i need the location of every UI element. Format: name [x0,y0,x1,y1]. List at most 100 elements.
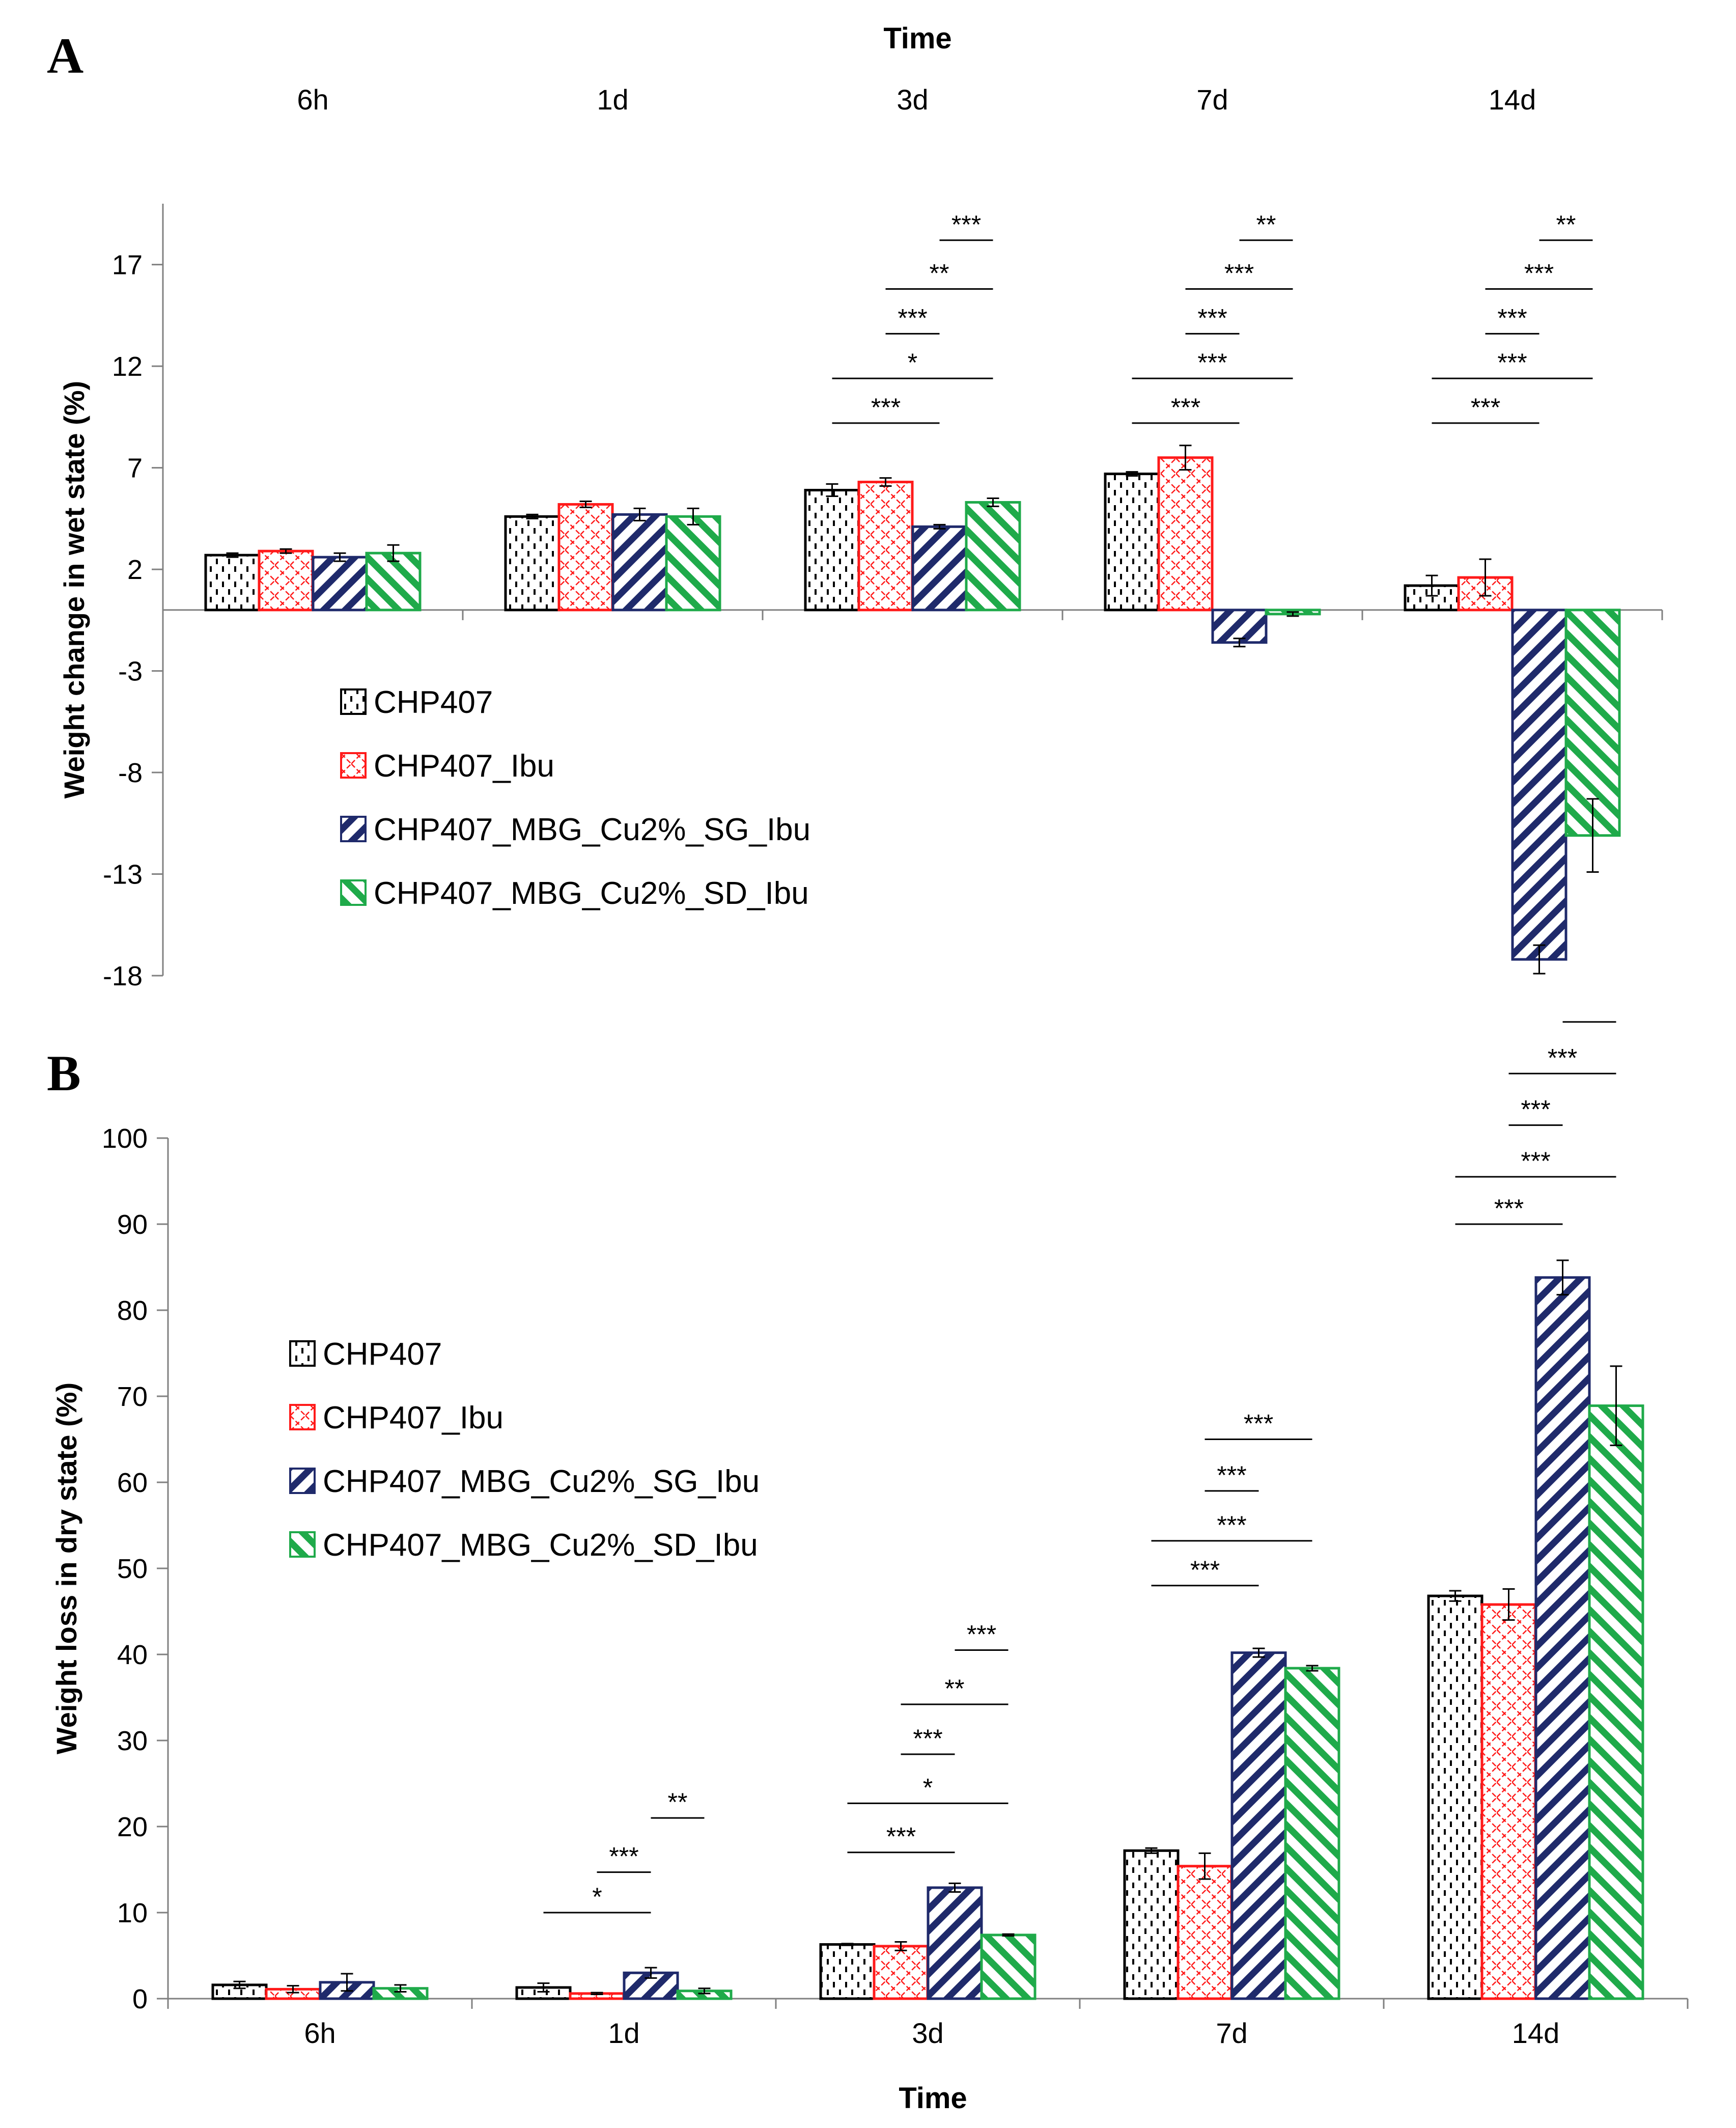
chart-b-error-bar [894,1941,907,1951]
chart-a-wet-state: 17 12 7 2 -3 -8 -13 -18 6h 1d 3d 7d 14d Time Weight ch… [58,22,1663,991]
chart-b-legend-label: CHP407_MBG_Cu2%_SG_Ibu [323,1464,760,1499]
chart-b-y-tick-label: 10 [117,1898,148,1928]
chart-a-bar [312,556,368,612]
chart-b-bar [819,1943,876,2000]
chart-a-significance-label: *** [1524,259,1554,288]
chart-b-legend-swatch [289,1404,316,1430]
chart-b-legend-label: CHP407_MBG_Cu2%_SD_Ibu [323,1528,758,1563]
chart-a-error-bar [826,483,838,497]
chart-a-category-label: 6h [297,84,328,116]
panel-a-letter: A [47,27,84,84]
chart-b-bar [873,1945,929,2000]
chart-b-bar [1284,1667,1340,2000]
chart-b-y-title: Weight loss in dry state (%) [50,1383,82,1754]
chart-b-y-tick-label: 50 [117,1554,148,1584]
chart-b-significance-label: *** [1521,1147,1550,1175]
chart-b-category-label: 14d [1512,2017,1559,2049]
chart-b-y-tick-label: 60 [117,1468,148,1498]
chart-b-significance-label: *** [1548,1043,1577,1072]
chart-b-significance-label: *** [1217,1511,1246,1539]
chart-b-legend-item: CHP407_Ibu [289,1400,503,1435]
chart-b-legend-item: CHP407_MBG_Cu2%_SG_Ibu [289,1464,760,1499]
chart-b-significance-label: *** [967,1620,996,1649]
chart-b-category-label: 1d [608,2017,639,2049]
chart-a-bar [557,503,614,612]
chart-b-error-bar [591,1992,603,1996]
chart-a-significance-label: *** [1471,393,1500,422]
chart-a-bar [204,554,261,612]
chart-b-significance-label: *** [1575,1018,1604,1020]
chart-a-error-bar [1286,611,1299,617]
chart-a-significance-label: *** [898,303,927,332]
chart-a-significance-label: ** [1256,210,1276,239]
chart-a-y-tick-label: -18 [103,961,143,991]
chart-a-error-bar [1179,445,1192,471]
chart-a-legend-label: CHP407_MBG_Cu2%_SG_Ibu [374,812,810,847]
chart-a-legend-swatch [340,879,367,906]
chart-b-error-bar [1002,1933,1015,1937]
chart-b-error-bar [394,1984,407,1993]
chart-a-bar [258,549,314,612]
chart-b-error-bar [1306,1665,1319,1672]
chart-b-y-tick-label: 70 [117,1381,148,1412]
chart-a-legend-item: CHP407 [340,685,493,720]
chart-a-significance-label: *** [1497,348,1527,377]
chart-a-error-bar [333,552,346,562]
chart-b-legend-swatch [289,1340,316,1367]
chart-b-significance-label: *** [1521,1095,1550,1124]
chart-b-category-label: 6h [304,2017,335,2049]
chart-b-error-bar [233,1980,246,1989]
chart-b-error-bar [1610,1365,1622,1446]
chart-a-error-bar [226,552,239,558]
chart-b-significance-label: ** [945,1674,965,1703]
chart-a-bar [1104,473,1160,612]
chart-a-significance-label: *** [1197,348,1227,377]
chart-a-significance-label: *** [871,393,901,422]
chart-a-bar [911,525,968,612]
chart-b-dry-state: 0 10 20 30 40 50 60 70 80 90 100 6h 1d 3d 7d 14d Time Wei… [50,1018,1689,2115]
chart-b-error-bar [841,1943,854,1946]
chart-a-legend-item: CHP407_MBG_Cu2%_SD_Ibu [340,876,809,911]
chart-a-legend-label: CHP407_Ibu [374,749,554,784]
chart-a-y-tick-label: 2 [127,555,143,585]
chart-a-error-bar [1425,574,1438,597]
chart-a-significance-label: * [908,348,917,377]
chart-b-bar [1427,1594,1483,2000]
chart-a-category-label: 14d [1489,84,1536,116]
chart-b-bar [1230,1651,1287,2000]
chart-a-legend-label: CHP407_MBG_Cu2%_SD_Ibu [374,876,809,911]
chart-b-y-tick-label: 40 [117,1640,148,1670]
chart-b-legend-swatch [289,1468,316,1494]
chart-a-bar [611,513,668,612]
chart-b-error-bar [537,1982,550,1993]
chart-a-significance-label: *** [1171,393,1200,422]
chart-a-legend-item: CHP407_MBG_Cu2%_SG_Ibu [340,812,810,847]
chart-a-category-label: 1d [597,84,628,116]
chart-a-error-bar [633,507,646,521]
chart-b-significance-label: * [923,1773,933,1802]
chart-a-legend-swatch [340,816,367,842]
chart-a-bar [1157,456,1214,612]
chart-b-error-bar [1449,1590,1462,1602]
chart-a-bar [965,501,1021,612]
chart-a-bar [1211,609,1268,644]
chart-a-bar [365,551,422,612]
chart-a-y-tick-label: -13 [103,860,143,890]
chart-a-bar [665,515,721,612]
chart-a-category-label: 3d [897,84,928,116]
chart-a-error-bar [687,507,699,526]
chart-b-bar [1177,1865,1233,2000]
chart-b-category-label: 3d [912,2017,943,2049]
chart-b-legend-item: CHP407_MBG_Cu2%_SD_Ibu [289,1528,758,1563]
chart-b-bar [1588,1404,1644,2000]
chart-a-significance-label: ** [930,259,949,288]
chart-a-y-tick-label: -8 [118,758,143,788]
chart-a-error-bar [933,523,946,530]
chart-b-y-tick-label: 90 [117,1209,148,1240]
chart-a-error-bar [987,497,999,507]
chart-a-significance-label: *** [1224,259,1254,288]
chart-b-significance-label: ** [668,1788,688,1816]
chart-b-error-bar [948,1883,961,1893]
chart-b-error-bar [341,1973,353,1992]
